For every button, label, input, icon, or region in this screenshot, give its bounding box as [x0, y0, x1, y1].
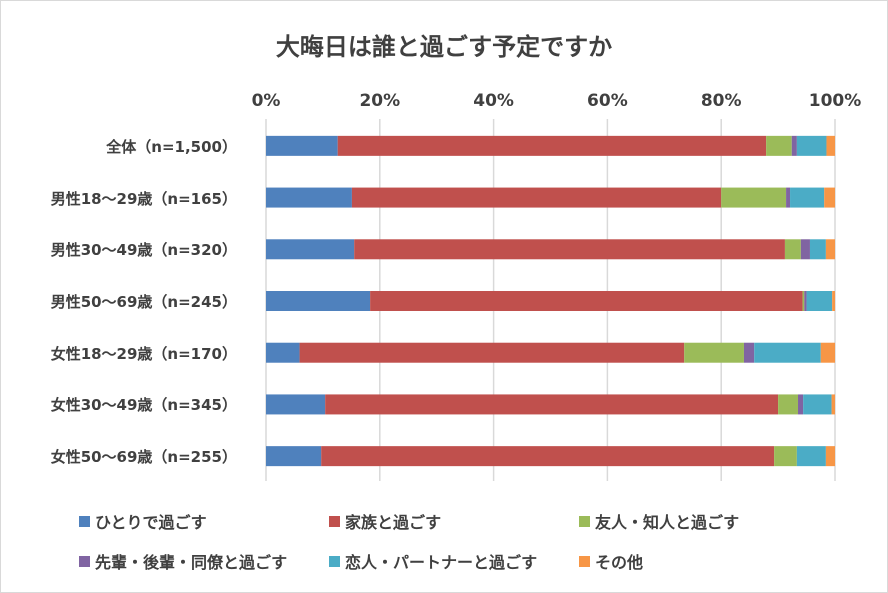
x-tick-label: 0%	[251, 91, 281, 111]
bar-segment	[831, 394, 835, 415]
category-label: 男性30～49歳（n=320）	[50, 241, 237, 260]
legend-swatch	[329, 555, 340, 567]
bar-segment	[684, 342, 744, 363]
legend-swatch	[579, 555, 590, 567]
bar-segment	[824, 187, 835, 208]
legend-item: 先輩・後輩・同僚と過ごす	[79, 549, 287, 573]
bar-segment	[743, 342, 755, 363]
category-label: 全体（n=1,500）	[106, 137, 237, 156]
x-tick-label: 80%	[700, 91, 742, 111]
x-tick-label: 20%	[359, 91, 401, 111]
bar-segment	[337, 135, 767, 156]
bar-segment	[784, 239, 801, 260]
legend-swatch	[579, 515, 590, 527]
bar-segment	[351, 187, 722, 208]
bar-segment	[796, 446, 826, 467]
bar-segment	[299, 342, 685, 363]
legend-label: 家族と過ごす	[345, 513, 442, 532]
bar-segment	[766, 135, 792, 156]
legend-label: ひとりで過ごす	[95, 513, 207, 532]
bar-segment	[266, 291, 371, 311]
bar-segment	[806, 291, 833, 311]
bar-segment	[266, 446, 322, 467]
category-label: 女性18～29歳（n=170）	[50, 344, 237, 363]
bar-segment	[266, 187, 352, 208]
bar-segment	[826, 135, 835, 156]
legend-swatch	[79, 515, 90, 527]
bar-segment	[266, 342, 300, 363]
bar-segment	[774, 446, 797, 467]
bar-segment	[266, 394, 326, 415]
bar-segment	[832, 291, 835, 311]
bar-segment	[796, 135, 827, 156]
bar-segment	[721, 187, 787, 208]
x-tick-label: 40%	[473, 91, 514, 111]
bar-segment	[804, 291, 807, 311]
legend-label: 恋人・パートナーと過ごす	[345, 553, 538, 572]
category-label: 男性18～29歳（n=165）	[50, 189, 237, 208]
category-label: 女性50～69歳（n=255）	[50, 448, 237, 467]
category-label: 男性50～69歳（n=245）	[50, 293, 237, 311]
bar-segment	[325, 394, 779, 415]
bar-segment	[266, 239, 355, 260]
bar-segment	[266, 135, 338, 156]
legend-item: 家族と過ごす	[329, 509, 441, 533]
legend-item: 恋人・パートナーと過ごす	[329, 549, 537, 573]
legend-swatch	[329, 515, 340, 527]
bar-segment	[825, 446, 835, 467]
legend-item: その他	[579, 549, 643, 573]
bar-segment	[802, 291, 805, 311]
bar-segment	[786, 187, 791, 208]
chart-title: 大晦日は誰と過ごす予定ですか	[275, 33, 613, 61]
bar-segment	[790, 187, 825, 208]
bar-segment	[321, 446, 775, 467]
bar-segment	[809, 239, 826, 260]
bar-segment	[820, 342, 835, 363]
bar-segment	[354, 239, 785, 260]
x-tick-label: 100%	[808, 91, 862, 111]
legend-item: ひとりで過ごす	[79, 509, 207, 533]
bar-segment	[778, 394, 799, 415]
x-tick-label: 60%	[587, 91, 628, 111]
category-label: 女性30～49歳（n=345）	[50, 396, 237, 415]
legend-label: その他	[595, 553, 644, 572]
legend-label: 友人・知人と過ごす	[595, 513, 740, 532]
bar-segment	[798, 394, 804, 415]
bar-segment	[825, 239, 835, 260]
bar-segment	[754, 342, 821, 363]
bar-segment	[370, 291, 803, 311]
bar-segment	[791, 135, 797, 156]
bar-segment	[800, 239, 810, 260]
bar-segment	[803, 394, 832, 415]
legend-swatch	[79, 555, 90, 567]
legend-item: 友人・知人と過ごす	[579, 509, 739, 533]
legend-label: 先輩・後輩・同僚と過ごす	[95, 553, 288, 572]
